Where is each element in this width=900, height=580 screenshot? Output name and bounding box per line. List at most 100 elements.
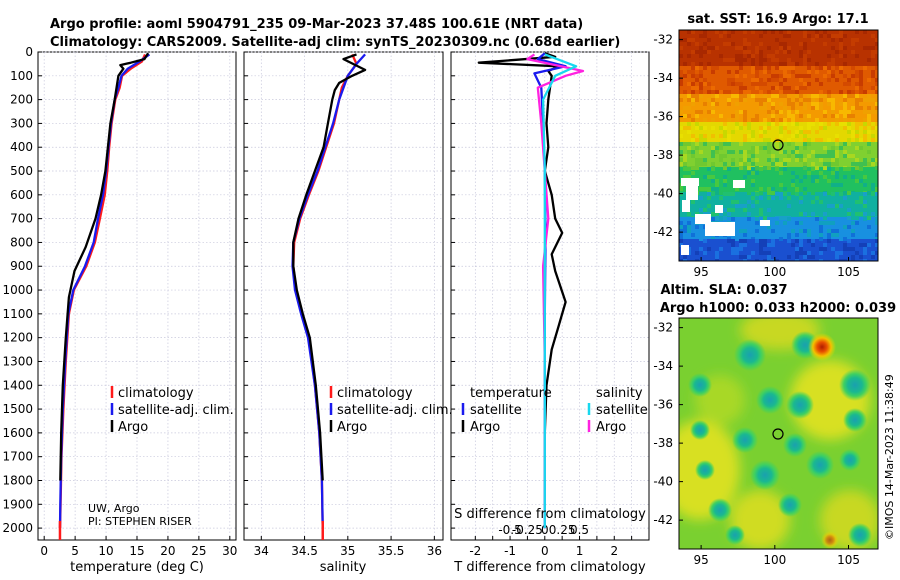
depth-tick-label: 200 [10, 93, 33, 107]
sst-map-axes: 95 100 105 -32 -34 -36 -38 -40 -42 [653, 33, 860, 279]
sla-map-frame [678, 317, 879, 550]
depth-tick-label: 800 [10, 235, 33, 249]
depth-tick-label: 1300 [2, 354, 33, 368]
sla-eddy-low [783, 433, 807, 457]
sla-eddy-low [732, 427, 758, 453]
temperature-series [58, 52, 151, 540]
legend-argo-label: Argo [337, 420, 367, 435]
sla-eddy-low [843, 408, 867, 432]
legend-temperature-heading: temperature [470, 386, 552, 401]
salinity-xlabel: salinity [320, 560, 367, 575]
t-difference-xlabel: T difference from climatology [453, 560, 646, 575]
map-y-tick-label: -40 [653, 187, 673, 201]
map-y-tick-label: -36 [653, 110, 673, 124]
sla-eddy-low [708, 498, 732, 522]
sla-eddy-low [734, 339, 766, 371]
sla-map-subtitle: Argo h1000: 0.033 h2000: 0.039 [660, 301, 896, 316]
sst-map-title: sat. SST: 16.9 Argo: 17.1 [687, 12, 868, 27]
map-x-tick-label: 100 [763, 553, 786, 567]
depth-tick-label: 1400 [2, 378, 33, 392]
temperature-xlabel: temperature (deg C) [70, 560, 204, 575]
sla-eddy-low [690, 420, 710, 440]
depth-tick-label: 2000 [2, 521, 33, 535]
sst-argo-position-marker [772, 139, 784, 151]
map-x-tick-label: 100 [763, 265, 786, 279]
depth-tick-label: 300 [10, 116, 33, 130]
legend-argo-label: Argo [118, 420, 148, 435]
legend-s-satellite-label: satellite [596, 403, 648, 418]
s-diff-tick-label: 0.5 [570, 523, 589, 537]
depth-tick-label: 0 [25, 45, 33, 59]
series-argo [292, 53, 367, 481]
depth-tick-label: 1900 [2, 497, 33, 511]
map-y-tick-label: -34 [653, 359, 673, 373]
map-y-tick-label: -34 [653, 71, 673, 85]
legend-climatology-label: climatology [337, 386, 413, 401]
map-y-tick-label: -32 [653, 321, 673, 335]
x-tick-label: 36 [427, 544, 442, 558]
depth-tick-label: 700 [10, 212, 33, 226]
header-title-1: Argo profile: aoml 5904791_235 09-Mar-20… [50, 17, 583, 32]
x-tick-label: 2 [610, 544, 618, 558]
sla-eddy-low [750, 460, 780, 490]
salinity-x-axis: 34 34.5 35 35.5 36 [254, 536, 442, 558]
salinity-grid [244, 51, 443, 540]
legend-satellite-label: satellite-adj. clim. [118, 403, 234, 418]
s-difference-xlabel: S difference from climatology [454, 507, 646, 522]
legend-salinity-heading: salinity [596, 386, 643, 401]
x-tick-label: 0 [40, 544, 48, 558]
depth-tick-label: 1000 [2, 283, 33, 297]
credits-line-2: PI: STEPHEN RISER [88, 515, 192, 528]
depth-tick-label: 1800 [2, 473, 33, 487]
header-title-2: Climatology: CARS2009. Satellite-adj cli… [50, 35, 620, 50]
map-y-tick-label: -36 [653, 398, 673, 412]
depth-tick-label: 1500 [2, 402, 33, 416]
depth-tick-label: 1600 [2, 426, 33, 440]
s-diff-tick-label: -0.5 [498, 523, 521, 537]
depth-tick-label: 100 [10, 69, 33, 83]
map-x-tick-label: 105 [837, 553, 860, 567]
sla-eddy-low [725, 525, 745, 545]
x-tick-label: 25 [191, 544, 206, 558]
sla-argo-position-marker [772, 428, 784, 440]
map-y-tick-label: -42 [653, 225, 673, 239]
temperature-grid [38, 51, 236, 540]
sla-map-image [679, 318, 878, 549]
sla-eddy-low [695, 460, 715, 480]
series-salinity-satellite [541, 53, 578, 529]
sla-eddy-low [756, 386, 784, 414]
sla-eddy-low [839, 449, 861, 471]
s-difference-x-axis: -0.5-0.250 0.250.5 [498, 523, 589, 537]
x-tick-label: 30 [222, 544, 237, 558]
credits-line-1: UW, Argo [88, 502, 140, 515]
x-tick-label: 35 [340, 544, 355, 558]
sla-eddy-low [839, 369, 871, 401]
x-tick-label: 34 [254, 544, 269, 558]
x-tick-label: -2 [469, 544, 481, 558]
map-y-tick-label: -38 [653, 148, 673, 162]
map-y-tick-label: -40 [653, 475, 673, 489]
watermark: ©IMOS 14-Mar-2023 11:38:49 [883, 374, 896, 540]
x-tick-label: 35.5 [378, 544, 405, 558]
map-x-tick-label: 95 [693, 265, 708, 279]
depth-tick-label: 1200 [2, 331, 33, 345]
sla-map-title: Altim. SLA: 0.037 [661, 283, 788, 298]
legend-climatology-label: climatology [118, 386, 194, 401]
sst-map-frame [678, 29, 879, 262]
x-tick-label: 5 [71, 544, 79, 558]
map-x-tick-label: 105 [837, 265, 860, 279]
difference-grid [451, 51, 649, 540]
map-y-tick-label: -32 [653, 33, 673, 47]
depth-tick-label: 1700 [2, 450, 33, 464]
x-tick-label: 0 [541, 544, 549, 558]
depth-tick-label: 900 [10, 259, 33, 273]
sla-eddy-high [808, 333, 836, 361]
difference-series [477, 52, 585, 529]
x-tick-label: -1 [504, 544, 516, 558]
sla-eddy-low [786, 391, 814, 419]
map-x-tick-label: 95 [693, 553, 708, 567]
series-argo [59, 52, 150, 481]
difference-legend: temperature salinity satellite Argo sate… [461, 386, 648, 435]
s-diff-tick-label: 0.25 [549, 523, 576, 537]
